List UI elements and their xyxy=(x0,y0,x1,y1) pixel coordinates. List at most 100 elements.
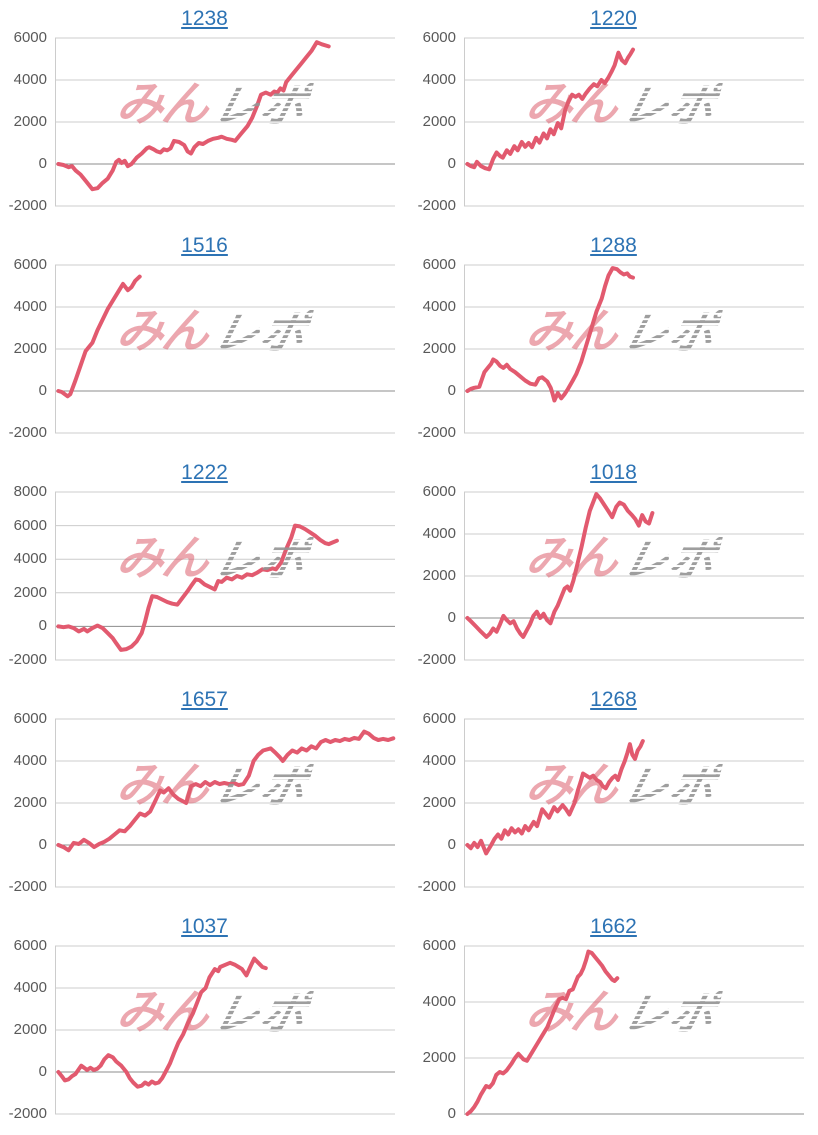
y-axis-tick-label: 0 xyxy=(38,1063,47,1080)
profit-line-chart xyxy=(464,37,804,207)
y-axis-tick-label: 0 xyxy=(447,382,456,399)
machine-chart-card: 1288 みん レポ 6000 4000 2000 0 -2000 xyxy=(409,227,818,454)
machine-chart-card: 1662 みん レポ 6000 4000 2000 0 xyxy=(409,908,818,1135)
profit-line-chart xyxy=(55,37,395,207)
y-axis-tick-label: -2000 xyxy=(417,424,456,441)
profit-series-line xyxy=(56,523,339,652)
plot-area: みん レポ xyxy=(55,491,395,661)
profit-series-line xyxy=(56,274,142,399)
y-axis-tick-label: 0 xyxy=(38,382,47,399)
machine-chart-card: 1657 みん レポ 6000 4000 2000 0 -2000 xyxy=(0,681,409,908)
y-axis-tick-label: 4000 xyxy=(13,298,47,315)
machine-number-link[interactable]: 1220 xyxy=(590,7,637,30)
y-axis-tick-label: 4000 xyxy=(422,752,456,769)
profit-line-chart xyxy=(55,264,395,434)
plot-area: みん レポ xyxy=(464,264,804,434)
y-axis-tick-label: -2000 xyxy=(8,878,47,895)
y-axis-tick-label: 0 xyxy=(447,1105,456,1122)
y-axis-tick-label: 6000 xyxy=(422,483,456,500)
y-axis-tick-label: 2000 xyxy=(13,583,47,601)
y-axis-tick-label: 0 xyxy=(38,155,47,172)
y-axis-tick-label: 8000 xyxy=(13,483,47,500)
y-axis-tick-label: 6000 xyxy=(13,29,47,46)
plot-area: みん レポ xyxy=(55,37,395,207)
y-axis-tick-label: 4000 xyxy=(422,71,456,88)
profit-series-line xyxy=(465,47,635,172)
profit-line-chart xyxy=(464,264,804,434)
y-axis-tick-label: 2000 xyxy=(422,340,456,357)
profit-series-line xyxy=(465,266,635,403)
machine-number-link[interactable]: 1657 xyxy=(181,688,228,711)
plot-area: みん レポ xyxy=(55,264,395,434)
profit-line-chart xyxy=(464,945,804,1116)
y-axis-tick-label: 4000 xyxy=(13,979,47,996)
plot-area: みん レポ xyxy=(464,945,804,1116)
y-axis-tick-label: -2000 xyxy=(8,651,47,668)
y-axis-tick-label: 0 xyxy=(38,617,47,635)
y-axis-tick-label: 2000 xyxy=(13,1021,47,1038)
plot-area: みん レポ xyxy=(464,37,804,207)
profit-line-chart xyxy=(464,718,804,888)
machine-chart-card: 1220 みん レポ 6000 4000 2000 0 -2000 xyxy=(409,0,818,227)
y-axis-tick-label: 2000 xyxy=(13,340,47,357)
machine-number-link[interactable]: 1288 xyxy=(590,234,637,257)
profit-series-line xyxy=(56,40,331,192)
y-axis-tick-label: -2000 xyxy=(417,651,456,668)
profit-series-line xyxy=(56,729,396,853)
machine-chart-card: 1018 みん レポ 6000 4000 2000 0 -2000 xyxy=(409,454,818,681)
profit-series-line xyxy=(465,739,645,856)
plot-area: みん レポ xyxy=(55,945,395,1115)
y-axis-tick-label: -2000 xyxy=(417,878,456,895)
y-axis-tick-label: 4000 xyxy=(13,752,47,769)
machine-number-link[interactable]: 1222 xyxy=(181,461,228,484)
y-axis-tick-label: 0 xyxy=(447,836,456,853)
y-axis-tick-label: 2000 xyxy=(422,1049,456,1066)
machine-number-link[interactable]: 1268 xyxy=(590,688,637,711)
profit-series-line xyxy=(56,956,268,1089)
profit-line-chart xyxy=(55,491,395,661)
y-axis-tick-label: -2000 xyxy=(8,197,47,214)
y-axis-tick-label: 6000 xyxy=(13,256,47,273)
y-axis-tick-label: 6000 xyxy=(422,29,456,46)
plot-area: みん レポ xyxy=(464,718,804,888)
y-axis-tick-label: 0 xyxy=(447,609,456,626)
y-axis-tick-label: 6000 xyxy=(13,516,47,534)
profit-line-chart xyxy=(464,491,804,661)
y-axis-tick-label: 4000 xyxy=(13,550,47,568)
machine-number-link[interactable]: 1662 xyxy=(590,915,637,938)
y-axis-tick-label: 4000 xyxy=(422,298,456,315)
machine-number-link[interactable]: 1037 xyxy=(181,915,228,938)
y-axis-tick-label: 6000 xyxy=(422,937,456,954)
y-axis-tick-label: 0 xyxy=(447,155,456,172)
machine-number-link[interactable]: 1516 xyxy=(181,234,228,257)
y-axis-tick-label: 4000 xyxy=(422,525,456,542)
machine-chart-card: 1516 みん レポ 6000 4000 2000 0 -2000 xyxy=(0,227,409,454)
y-axis-tick-label: -2000 xyxy=(8,1105,47,1122)
plot-area: みん レポ xyxy=(464,491,804,661)
machine-chart-card: 1222 みん レポ 8000 6000 4000 2000 0 -2000 xyxy=(0,454,409,681)
y-axis-tick-label: 6000 xyxy=(13,710,47,727)
y-axis-tick-label: 2000 xyxy=(422,567,456,584)
y-axis-tick-label: 2000 xyxy=(422,794,456,811)
y-axis-tick-label: 4000 xyxy=(13,71,47,88)
profit-series-line xyxy=(465,492,655,639)
y-axis-tick-label: -2000 xyxy=(8,424,47,441)
profit-line-chart xyxy=(55,945,395,1115)
machine-chart-card: 1238 みん レポ 6000 4000 2000 0 -2000 xyxy=(0,0,409,227)
y-axis-tick-label: 6000 xyxy=(422,710,456,727)
profit-line-chart xyxy=(55,718,396,888)
machine-number-link[interactable]: 1018 xyxy=(590,461,637,484)
machine-chart-card: 1268 みん レポ 6000 4000 2000 0 -2000 xyxy=(409,681,818,908)
y-axis-tick-label: -2000 xyxy=(417,197,456,214)
machine-number-link[interactable]: 1238 xyxy=(181,7,228,30)
y-axis-tick-label: 2000 xyxy=(422,113,456,130)
machine-chart-card: 1037 みん レポ 6000 4000 2000 0 -2000 xyxy=(0,908,409,1135)
plot-area: みん レポ xyxy=(55,718,396,888)
profit-series-line xyxy=(465,949,620,1116)
y-axis-tick-label: 2000 xyxy=(13,794,47,811)
y-axis-tick-label: 4000 xyxy=(422,993,456,1010)
y-axis-tick-label: 0 xyxy=(38,836,47,853)
y-axis-tick-label: 2000 xyxy=(13,113,47,130)
y-axis-tick-label: 6000 xyxy=(422,256,456,273)
